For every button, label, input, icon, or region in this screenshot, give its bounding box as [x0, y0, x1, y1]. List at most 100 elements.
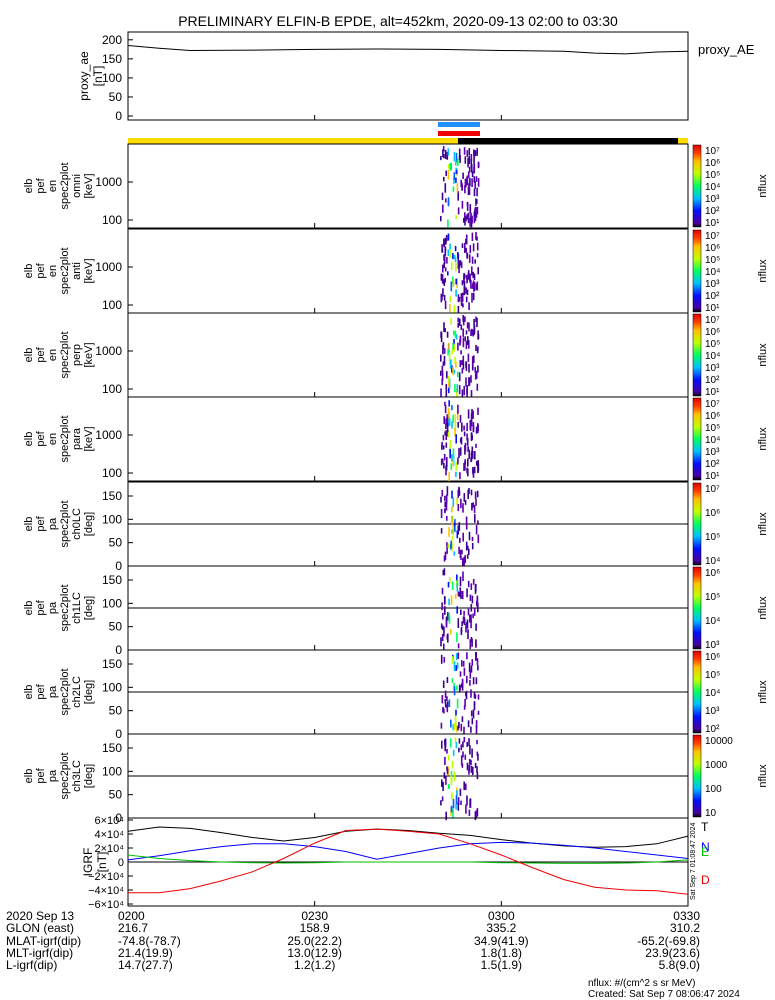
flux-pixel — [463, 285, 466, 296]
footer-created: Created: Sat Sep 7 08:06:47 2024 — [588, 989, 740, 1000]
flux-pixel — [462, 355, 465, 365]
flux-pixel — [452, 448, 455, 458]
x-row-label: MLT-igrf(dip) — [6, 946, 73, 960]
flux-pixel — [476, 766, 478, 773]
flux-pixel — [473, 166, 475, 174]
flux-pixel — [468, 166, 471, 173]
flux-pixel — [445, 384, 448, 392]
flux-pixel — [464, 500, 467, 505]
igrf-tick-label: 2×10⁴ — [94, 843, 124, 855]
flux-pixel — [454, 526, 457, 533]
flux-pixel — [472, 422, 475, 432]
flux-pixel — [465, 296, 468, 303]
panel-ylabel-line: spec2plot — [59, 500, 71, 547]
x-tick-value: 335.2 — [486, 921, 516, 935]
flux-pixel — [465, 522, 468, 530]
flux-pixel — [449, 296, 452, 303]
panel-tick-label: 100 — [102, 680, 122, 694]
x-tick-value: 14.7(27.7) — [118, 958, 173, 972]
spectrogram-pixels — [440, 400, 480, 482]
flux-pixel — [453, 330, 455, 336]
flux-pixel — [457, 158, 459, 166]
flux-pixel — [444, 150, 447, 160]
flux-pixel — [471, 356, 474, 367]
colorbar — [692, 313, 702, 397]
flux-pixel — [440, 623, 443, 629]
spectrogram-pixels — [440, 231, 479, 315]
colorbar-label: nflux — [757, 764, 769, 788]
flux-pixel — [446, 371, 448, 379]
colorbar-tick-label: 10¹ — [705, 218, 720, 229]
panel-ylabel-line: ch1LC — [71, 592, 83, 624]
flux-pixel — [474, 514, 476, 523]
flux-pixel — [451, 421, 453, 429]
flux-pixel — [442, 706, 444, 713]
flux-pixel — [456, 530, 459, 539]
flux-pixel — [472, 468, 475, 478]
panel-ylabel-line: pef — [35, 262, 47, 278]
colorbar-tick-label: 10⁶ — [705, 652, 720, 663]
panel-tick-label: 0 — [115, 811, 122, 825]
panel-tick-label: 50 — [109, 536, 123, 550]
flux-pixel — [461, 280, 464, 286]
x-tick-value: 0300 — [488, 909, 515, 923]
panel-ylabel-line: [keV] — [83, 426, 95, 451]
flux-pixel — [456, 662, 459, 669]
flux-pixel — [447, 349, 449, 356]
flux-pixel — [451, 529, 453, 534]
panel-ylabel-line: pa — [47, 517, 59, 530]
flux-pixel — [440, 273, 443, 281]
panel-ylabel-line: [deg] — [83, 596, 95, 620]
colorbar-tick-label: 10⁷ — [705, 399, 720, 410]
flux-pixel — [460, 755, 463, 766]
flux-pixel — [475, 724, 478, 734]
flux-pixel — [446, 331, 449, 338]
flux-pixel — [456, 632, 458, 643]
flux-pixel — [450, 540, 452, 549]
flux-pixel — [463, 217, 465, 223]
flux-pixel — [475, 426, 478, 434]
flux-pixel — [454, 257, 457, 263]
flux-pixel — [450, 805, 453, 813]
flux-pixel — [471, 446, 474, 452]
flux-pixel — [469, 245, 472, 254]
orbit-bar-yellow-left — [128, 138, 458, 144]
flux-pixel — [471, 536, 474, 542]
spectrogram-pixels — [440, 146, 480, 230]
flux-pixel — [443, 463, 445, 469]
flux-pixel — [447, 164, 450, 169]
flux-pixel — [477, 161, 480, 169]
flux-pixel — [476, 751, 479, 756]
flux-pixel — [466, 385, 468, 395]
flux-pixel — [469, 745, 471, 755]
flux-pixel — [447, 219, 449, 228]
colorbar-tick-label: 10² — [705, 724, 720, 735]
flux-pixel — [446, 704, 449, 713]
flux-pixel — [464, 242, 466, 253]
flux-pixel — [447, 543, 450, 549]
flux-pixel — [441, 796, 444, 802]
panel-frame — [127, 396, 689, 482]
flux-pixel — [477, 710, 480, 715]
flux-pixel — [468, 738, 470, 746]
flux-pixel — [464, 212, 466, 218]
flux-pixel — [446, 677, 449, 683]
flux-pixel — [447, 633, 449, 643]
flux-pixel — [460, 800, 462, 806]
flux-pixel — [476, 348, 479, 354]
panel-ylabel-line: en — [47, 349, 59, 361]
igrf-ylabel-2: [nT] — [95, 852, 109, 873]
flux-pixel — [455, 388, 458, 398]
flux-pixel — [442, 612, 444, 620]
flux-pixel — [447, 430, 450, 438]
flux-pixel — [464, 216, 466, 226]
flux-pixel — [458, 148, 461, 159]
panel-ylabel-line: en — [47, 180, 59, 192]
flux-pixel — [460, 609, 462, 615]
panel-ylabel-line: spec2plot — [59, 162, 71, 209]
panel-ylabel-line: en — [47, 265, 59, 277]
flux-pixel — [457, 260, 460, 269]
flux-pixel — [466, 742, 468, 747]
flux-pixel — [458, 260, 461, 268]
